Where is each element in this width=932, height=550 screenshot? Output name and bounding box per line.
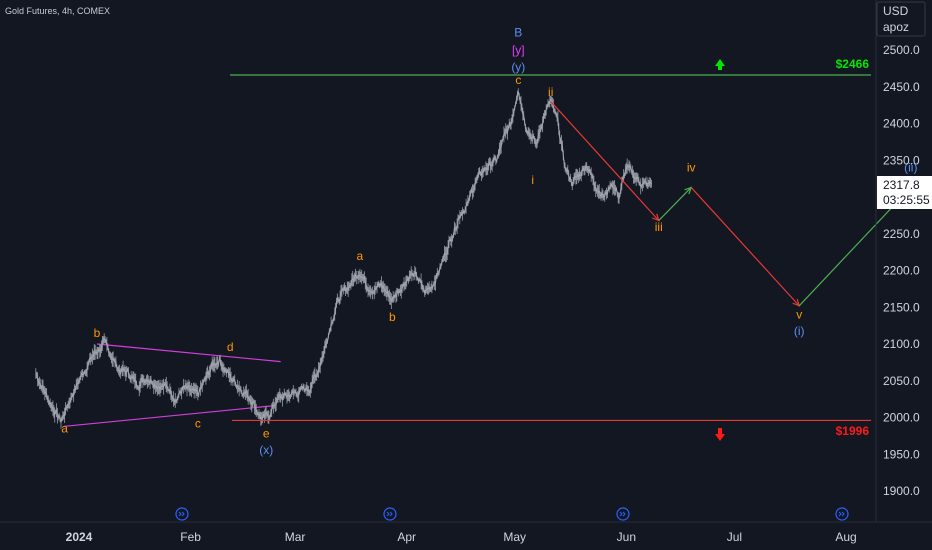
time-tick-label: May [503,530,526,544]
wave-label: e [263,427,270,441]
level-1996-tag: $1996 [836,424,870,438]
wave-label: iv [687,161,696,175]
event-marker-icon [616,507,630,521]
down-arrow-icon [715,428,725,441]
wave-label: [y] [512,43,525,57]
price-tick-label: 2250.0 [883,227,920,241]
price-tick-label: 1900.0 [883,484,920,498]
wave-label: (x) [259,443,273,457]
triangle-trendlines [64,343,281,427]
event-chevron-icon [386,511,393,517]
wave-label: iii [655,220,663,234]
level-2466-tag-bg [831,56,871,72]
wave-label: i [531,173,534,187]
projection-segment-2 [658,187,692,221]
event-marker-icon [175,507,189,521]
price-series [35,88,652,429]
time-tick-label: 2024 [66,530,93,544]
wave-label: d [227,340,234,354]
scale-mode-label: apoz [883,20,909,34]
level-2466-tag: $2466 [836,57,870,71]
wave-label: B [514,25,522,39]
time-tick-label: Aug [835,530,856,544]
event-marker-icon [835,507,849,521]
event-chevron-icon [619,511,626,517]
price-tick-label: 2100.0 [883,337,920,351]
horizontal-levels [230,74,871,422]
countdown-timer: 03:25:55 [883,193,930,207]
price-tick-label: 2450.0 [883,80,920,94]
wave-label: (y) [511,60,525,74]
price-tick-label: 2400.0 [883,117,920,131]
time-tick-label: Apr [397,530,416,544]
triangle-line-1 [64,405,274,427]
price-tick-label: 2200.0 [883,264,920,278]
chart-title: Gold Futures, 4h, COMEX [5,6,110,16]
triangle-line-2 [96,343,281,363]
wave-label: b [389,310,396,324]
time-tick-label: Feb [180,530,201,544]
time-tick-label: Jul [727,530,742,544]
wave-label: c [195,416,201,430]
price-tick-label: 1950.0 [883,447,920,461]
currency-label: USD [883,4,909,18]
wave-label: v [796,308,802,322]
event-chevron-icon [838,511,845,517]
time-tick-label: Mar [285,530,306,544]
projection-segment-3 [690,187,800,307]
up-arrow-icon [715,59,725,70]
wave-label: b [94,326,101,340]
current-price-value: 2317.8 [883,178,920,192]
wave-label: ii [548,85,553,99]
price-tick-label: 2050.0 [883,374,920,388]
wave-label: a [61,422,68,436]
price-tick-label: 2000.0 [883,411,920,425]
time-tick-label: Jun [617,530,636,544]
current-price-tag: 2317.8 03:25:55 [877,176,932,209]
price-tick-label: 2350.0 [883,153,920,167]
projection-segment-1 [550,101,660,221]
wave-label: (ii) [904,161,917,175]
event-markers [175,507,849,521]
event-chevron-icon [178,511,185,517]
wave-label: c [515,73,521,87]
price-tick-label: 2150.0 [883,300,920,314]
currency-box[interactable] [876,1,926,37]
price-line [35,91,652,424]
time-scale[interactable]: 2024 Feb Mar Apr May Jun Jul Aug [66,530,857,544]
wave-label: (i) [794,324,805,338]
wave-label: a [357,249,364,263]
event-marker-icon [383,507,397,521]
price-tick-label: 2500.0 [883,43,920,57]
